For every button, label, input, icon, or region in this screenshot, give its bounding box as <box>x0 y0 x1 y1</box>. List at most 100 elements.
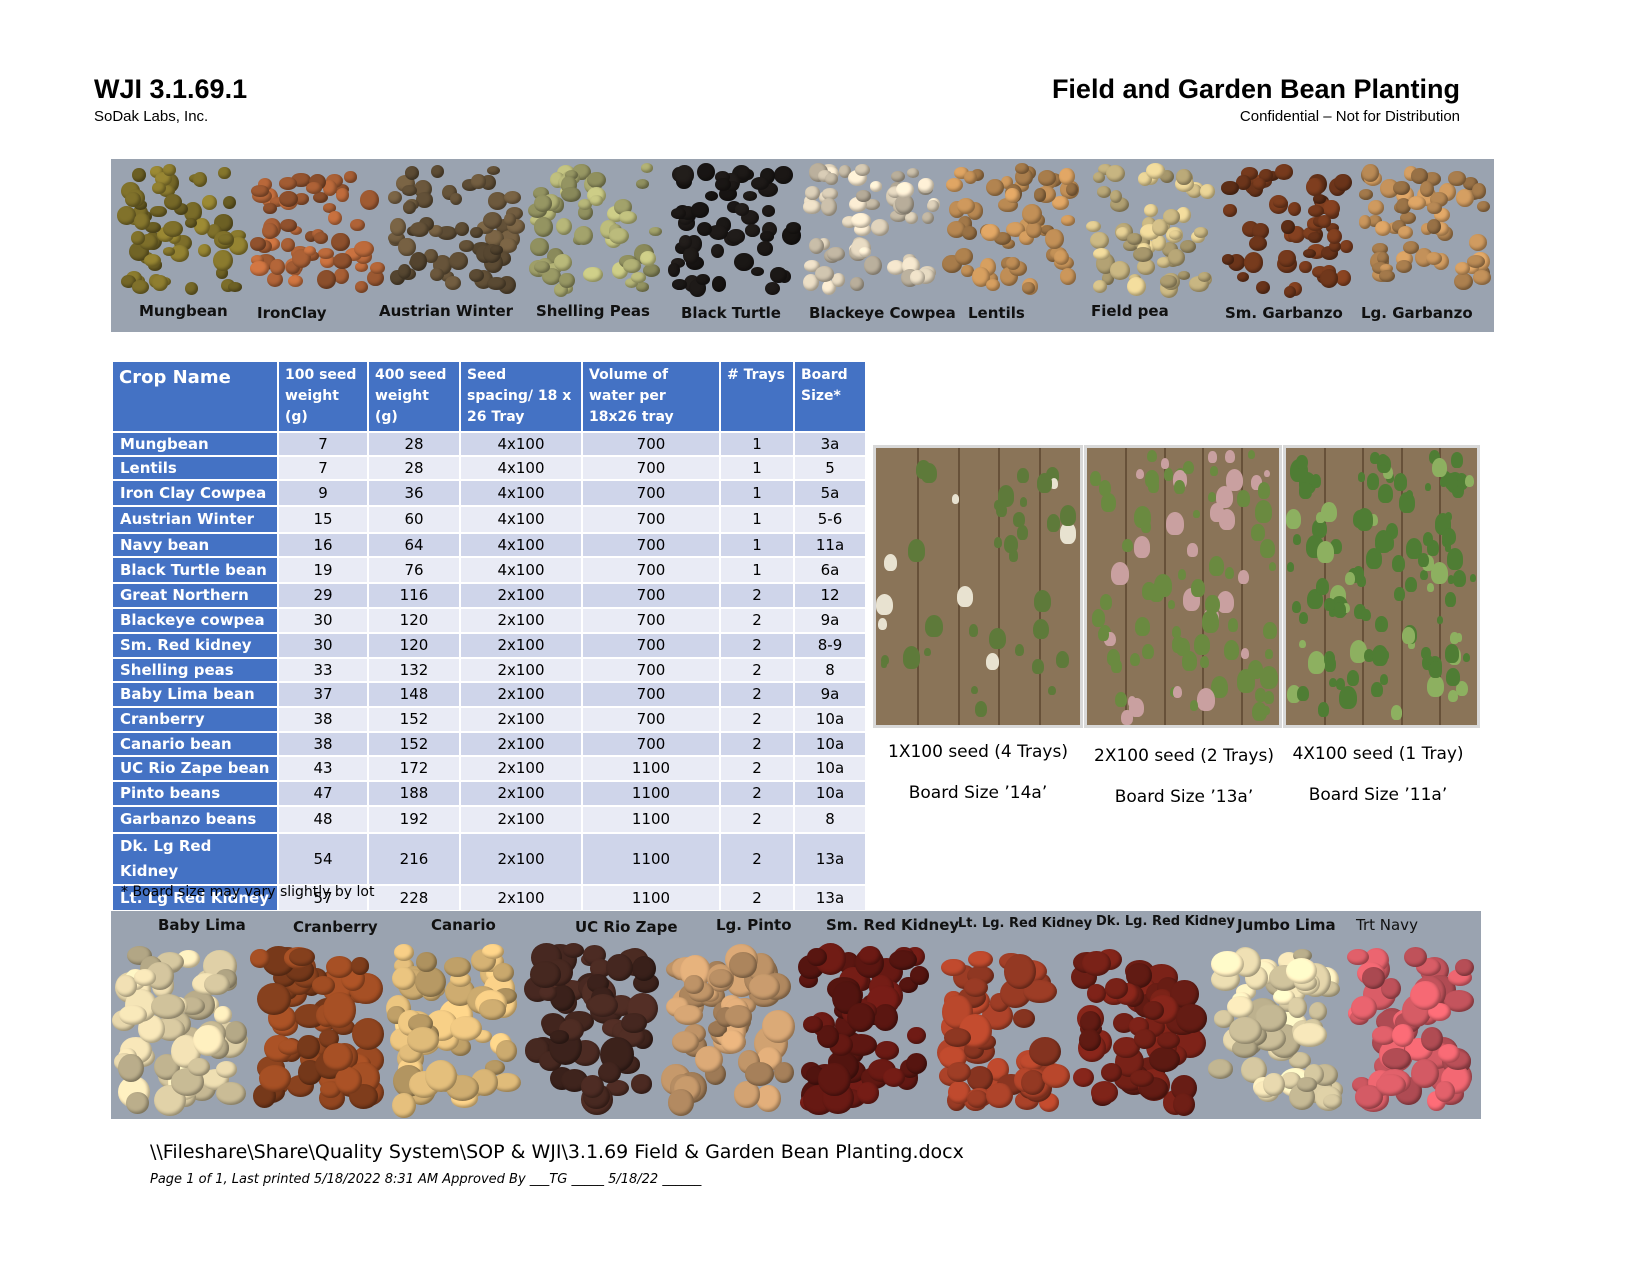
seed-label: Shelling Peas <box>536 302 650 320</box>
table-cell: 43 <box>277 755 369 782</box>
sprout-shape <box>1339 686 1357 710</box>
seed-shape <box>1231 1038 1258 1058</box>
seed-shape <box>905 212 919 225</box>
tray-row-line <box>1039 448 1042 725</box>
table-cell: 216 <box>367 832 461 886</box>
seed-shape <box>1437 1044 1460 1064</box>
sprout-shape <box>1333 602 1346 619</box>
sprout-shape <box>1032 659 1044 674</box>
seed-shape <box>424 249 438 264</box>
seed-shape <box>1351 995 1377 1020</box>
seed-shape <box>1092 247 1110 260</box>
seed-shape <box>891 170 905 182</box>
seed-shape <box>1420 1026 1443 1052</box>
seed-shape <box>354 280 368 293</box>
table-cell: 28 <box>367 431 461 457</box>
document-id: WJI 3.1.69.1 <box>94 74 248 104</box>
seed-shape <box>870 219 890 236</box>
seed-shape <box>697 222 712 236</box>
sprout-shape <box>1446 668 1461 686</box>
sprout-shape <box>1089 470 1102 486</box>
seed-shape <box>887 259 906 275</box>
seed-shape <box>609 228 629 245</box>
sprout-shape <box>1417 552 1429 567</box>
sprout-shape <box>1262 705 1271 716</box>
table-cell: 60 <box>367 505 461 534</box>
seed-shape <box>770 267 787 283</box>
seed-label: Canario <box>431 916 496 934</box>
seed-shape <box>1176 1004 1207 1033</box>
seed-shape <box>1086 984 1107 1004</box>
table-cell: 5-6 <box>793 505 867 534</box>
table-cell: 76 <box>367 556 461 584</box>
seed-shape <box>737 167 751 180</box>
seed-shape <box>1177 271 1191 281</box>
table-cell: 57 <box>277 884 369 912</box>
seed-shape <box>618 211 637 225</box>
seed-shape <box>760 231 775 242</box>
table-cell: 2 <box>719 681 795 708</box>
seed-shape <box>1021 282 1035 294</box>
table-cell: 4x100 <box>459 556 583 584</box>
seed-shape <box>1320 269 1339 288</box>
tray-photo-1x100 <box>873 445 1083 728</box>
sprout-shape <box>1354 604 1366 620</box>
table-cell: 1100 <box>581 805 721 834</box>
sprout-shape <box>1161 458 1170 470</box>
column-header: 400 seed weight (g) <box>367 360 461 433</box>
sprout-shape <box>1145 469 1159 488</box>
sprout-shape <box>1129 697 1144 717</box>
table-cell: 2x100 <box>459 780 583 807</box>
seed-shape <box>727 229 745 244</box>
table-cell: 2x100 <box>459 681 583 708</box>
seed-shape <box>1197 271 1211 282</box>
sprout-shape <box>1224 567 1234 580</box>
crop-name-cell: Lentils <box>111 455 279 481</box>
table-cell: 1100 <box>581 884 721 912</box>
sprout-shape <box>1187 543 1198 557</box>
crop-name-cell: Sm. Red kidney <box>111 632 279 659</box>
seed-shape <box>530 238 549 257</box>
table-cell: 152 <box>367 731 461 757</box>
table-cell: 37 <box>277 681 369 708</box>
sprout-shape <box>1316 512 1325 523</box>
seed-shape <box>613 199 632 215</box>
seed-shape <box>270 259 286 275</box>
table-cell: 120 <box>367 632 461 659</box>
table-row: Black Turtle bean 19 76 4x100 700 1 6a <box>111 556 867 584</box>
print-info: Page 1 of 1, Last printed 5/18/2022 8:31… <box>150 1172 702 1187</box>
seed-shape <box>1163 209 1181 225</box>
sprout-shape <box>1121 709 1133 725</box>
seed-shape <box>943 1027 972 1048</box>
bottom-seed-photo: Baby Lima Cranberry Canario UC Rio Zape … <box>111 911 1481 1119</box>
seed-shape <box>130 231 145 245</box>
column-header: Crop Name <box>111 360 279 433</box>
column-header: Volume of water per 18x26 tray <box>581 360 721 433</box>
seed-shape <box>1410 1058 1439 1089</box>
seed-shape <box>1041 224 1055 235</box>
seed-shape <box>323 180 338 196</box>
seed-shape <box>673 1004 703 1026</box>
table-row: UC Rio Zape bean 43 172 2x100 1100 2 10a <box>111 755 867 782</box>
sprout-shape <box>1034 590 1051 613</box>
seed-shape <box>529 960 562 988</box>
seed-shape <box>667 1088 695 1117</box>
seed-shape <box>606 953 633 981</box>
seed-shape <box>696 163 715 182</box>
seed-shape <box>639 251 657 267</box>
sprout-shape <box>1210 675 1229 699</box>
seed-label: IronClay <box>257 304 327 322</box>
table-cell: 8-9 <box>793 632 867 659</box>
seed-shape <box>956 197 976 215</box>
table-cell: 8 <box>793 805 867 834</box>
table-cell: 2 <box>719 755 795 782</box>
seed-shape <box>1275 163 1294 180</box>
seed-shape <box>802 273 819 292</box>
seed-shape <box>538 985 557 1001</box>
sprout-shape <box>1372 644 1389 666</box>
seed-shape <box>850 212 871 229</box>
sprout-shape <box>1135 468 1144 480</box>
seed-shape <box>1326 228 1342 245</box>
seed-shape <box>1283 286 1297 299</box>
sprout-shape <box>1317 541 1335 564</box>
